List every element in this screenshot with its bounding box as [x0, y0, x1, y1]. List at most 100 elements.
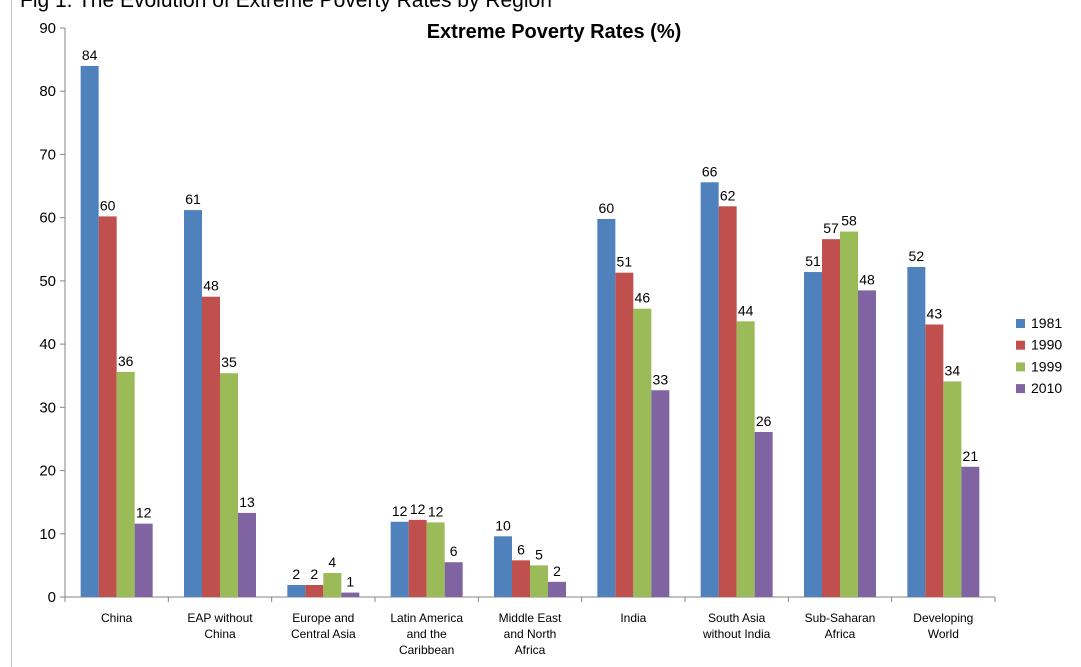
- chart-category-labels: China EAP without China Europe and Central A…: [101, 611, 973, 657]
- bar: [287, 584, 306, 597]
- bar: [220, 373, 238, 597]
- legend-label: 2010: [1031, 380, 1062, 396]
- data-label: 46: [635, 290, 651, 306]
- data-label: 51: [617, 254, 633, 270]
- bar: [822, 239, 840, 597]
- bar: [754, 431, 773, 597]
- chart-legend: 1981 1990 1999 2010: [1016, 315, 1062, 396]
- data-label: 61: [185, 191, 201, 207]
- data-label: 12: [392, 503, 408, 519]
- data-label: 36: [118, 353, 134, 369]
- legend-swatch: [1016, 340, 1025, 350]
- data-label: 58: [841, 213, 857, 229]
- y-tick-label: 30: [39, 399, 56, 416]
- legend-label: 1990: [1031, 337, 1062, 353]
- data-label: 2: [553, 563, 561, 579]
- chart-title: Extreme Poverty Rates (%): [427, 21, 682, 43]
- bar: [116, 371, 135, 597]
- data-label: 10: [495, 517, 511, 533]
- bar: [633, 308, 652, 597]
- y-tick-label: 20: [39, 463, 56, 480]
- data-label: 52: [909, 248, 925, 264]
- data-label: 51: [805, 253, 821, 269]
- data-label: 57: [823, 220, 839, 236]
- data-label: 2: [310, 566, 318, 582]
- bar: [530, 565, 548, 597]
- data-label: 12: [428, 503, 444, 519]
- data-label: 13: [239, 494, 255, 510]
- category-label: Middle East and North Africa: [499, 611, 562, 657]
- category-label: Developing World: [913, 611, 973, 641]
- data-label: 5: [535, 546, 543, 562]
- bar: [323, 572, 342, 597]
- data-label: 4: [328, 554, 336, 570]
- y-tick-label: 80: [39, 83, 56, 100]
- bar: [494, 536, 512, 597]
- data-label: 1: [346, 574, 354, 590]
- bar: [804, 272, 822, 597]
- figure-caption: Fig 1. The Evolution of Extreme Poverty …: [20, 0, 552, 12]
- legend-label: 1999: [1031, 358, 1062, 374]
- data-label: 26: [756, 413, 772, 429]
- bar: [700, 182, 719, 598]
- data-label: 62: [720, 187, 736, 203]
- data-label: 12: [410, 501, 426, 517]
- left-border-rule: [11, 0, 12, 667]
- bar: [341, 592, 360, 597]
- bar: [134, 523, 153, 597]
- category-label: Europe and Central Asia: [291, 611, 356, 641]
- data-label: 84: [82, 47, 98, 63]
- bar: [444, 562, 463, 597]
- bar: [840, 231, 858, 597]
- bar: [943, 381, 962, 597]
- category-label: Sub-Saharan Africa: [805, 611, 876, 641]
- data-label: 2: [292, 566, 300, 582]
- legend-swatch: [1016, 319, 1025, 328]
- data-label: 66: [702, 163, 718, 179]
- bar: [548, 581, 566, 597]
- bar: [238, 512, 256, 597]
- data-label: 60: [599, 200, 615, 216]
- bar: [98, 216, 117, 597]
- data-label: 33: [653, 371, 669, 387]
- bar: [718, 206, 737, 597]
- data-label: 21: [963, 448, 979, 464]
- bar: [907, 266, 926, 597]
- bar: [390, 521, 409, 597]
- legend-swatch: [1016, 384, 1025, 394]
- bar: [597, 218, 616, 598]
- data-label: 12: [136, 505, 152, 521]
- data-label: 34: [945, 362, 961, 378]
- y-tick-label: 50: [39, 273, 56, 290]
- y-tick-label: 70: [39, 146, 56, 163]
- data-label: 6: [517, 541, 525, 557]
- bar: [961, 466, 980, 597]
- data-label: 48: [203, 278, 219, 294]
- category-label: South Asia without India: [702, 611, 771, 641]
- bar: [925, 324, 944, 597]
- data-label: 60: [100, 197, 116, 213]
- data-label: 6: [450, 543, 458, 559]
- legend-label: 1981: [1031, 315, 1062, 331]
- y-tick-label: 10: [39, 526, 56, 543]
- bar: [202, 296, 220, 597]
- data-label: 35: [221, 354, 237, 370]
- bar: [858, 290, 876, 597]
- data-label: 43: [927, 306, 943, 322]
- category-label: India: [620, 611, 646, 625]
- bar: [651, 390, 670, 597]
- bar: [305, 584, 324, 597]
- category-label: China: [101, 611, 133, 625]
- y-tick-label: 0: [48, 589, 56, 606]
- bar: [426, 522, 445, 597]
- chart-bars: [80, 65, 980, 598]
- legend-swatch: [1016, 362, 1025, 372]
- bar: [184, 210, 202, 597]
- data-label: 44: [738, 302, 754, 318]
- y-tick-label: 60: [39, 210, 56, 227]
- bar: [408, 519, 427, 597]
- category-label: EAP without China: [187, 611, 253, 641]
- bar: [615, 272, 634, 597]
- bar: [80, 65, 99, 597]
